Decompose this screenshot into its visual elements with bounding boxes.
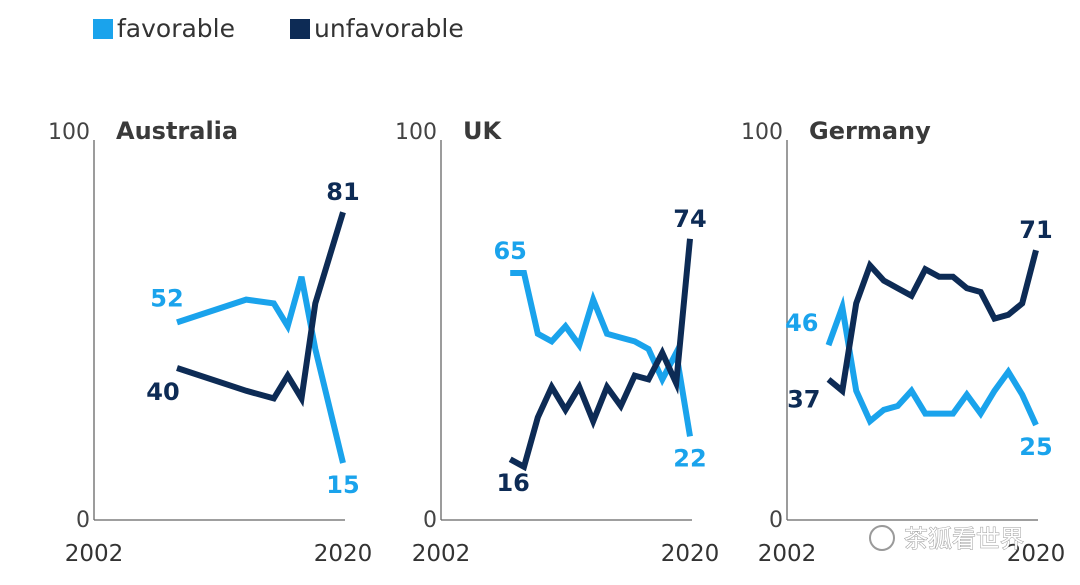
legend-label-unfavorable: unfavorable [314, 14, 464, 43]
series-line-unfavorable-germany [826, 249, 1039, 397]
x-tick-end-uk: 2020 [661, 541, 720, 567]
y-tick-0-uk: 0 [423, 508, 437, 533]
legend-label-favorable: favorable [117, 14, 235, 43]
legend-swatch-unfavorable [290, 19, 310, 39]
x-tick-start-australia: 2002 [65, 541, 124, 567]
y-tick-0-australia: 0 [76, 508, 90, 533]
x-tick-start-uk: 2002 [412, 541, 471, 567]
x-tick-end-germany: 2020 [1007, 541, 1066, 567]
watermark-text: 茶狐看世界 [904, 525, 1024, 553]
y-tick-0-germany: 0 [769, 508, 783, 533]
x-tick-start-germany: 2002 [758, 541, 817, 567]
series-line-favorable-uk [510, 270, 693, 437]
wechat-icon [869, 525, 895, 551]
watermark: 茶狐看世界 [869, 525, 1025, 554]
series-line-unfavorable-uk [508, 238, 693, 472]
legend: favorable unfavorable [93, 14, 464, 43]
panel-germany: 100 0 2002 2020 Germany 46 37 25 71 [741, 117, 1065, 567]
label-end-unfavorable-australia: 81 [326, 178, 359, 206]
label-start-favorable-australia: 52 [150, 284, 183, 312]
label-end-unfavorable-germany: 71 [1019, 216, 1052, 244]
label-end-favorable-uk: 22 [673, 444, 706, 472]
series-line-unfavorable-australia [176, 211, 346, 408]
legend-swatch-favorable [93, 19, 113, 39]
label-start-favorable-germany: 46 [785, 309, 818, 337]
label-end-unfavorable-uk: 74 [673, 205, 706, 233]
label-start-favorable-uk: 65 [493, 237, 526, 265]
panel-title-australia: Australia [116, 117, 238, 145]
label-start-unfavorable-uk: 16 [496, 469, 529, 497]
panel-uk: 100 0 2002 2020 UK 65 16 22 74 [395, 117, 719, 567]
y-tick-100-germany: 100 [741, 120, 783, 145]
series-line-favorable-germany [825, 295, 1039, 427]
panel-title-germany: Germany [809, 117, 931, 145]
panel-title-uk: UK [463, 117, 502, 145]
label-start-unfavorable-germany: 37 [787, 385, 820, 413]
label-start-unfavorable-australia: 40 [146, 378, 179, 406]
y-tick-100-uk: 100 [395, 120, 437, 145]
label-end-favorable-germany: 25 [1019, 433, 1052, 461]
x-tick-end-australia: 2020 [314, 541, 373, 567]
y-tick-100-australia: 100 [48, 120, 90, 145]
label-end-favorable-australia: 15 [326, 471, 359, 499]
series-line-favorable-australia [176, 275, 346, 464]
panel-australia: 100 0 2002 2020 Australia 52 40 15 81 [48, 117, 372, 567]
